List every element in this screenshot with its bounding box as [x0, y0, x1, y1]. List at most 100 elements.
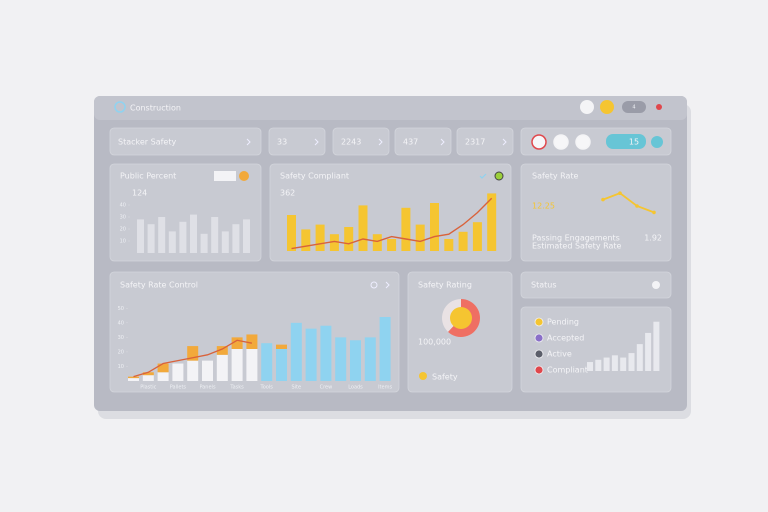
bar-top [276, 344, 287, 349]
status-label: Accepted [547, 334, 584, 343]
bar [620, 357, 627, 371]
bar [246, 349, 258, 381]
legend-dot [239, 171, 249, 181]
bar [320, 325, 332, 381]
y-tick-label: 20 [118, 349, 124, 355]
rate-point [618, 191, 622, 195]
rate-point [601, 197, 605, 202]
icon-button[interactable] [553, 134, 569, 150]
status-label: Active [547, 350, 572, 359]
status-dot [534, 365, 544, 375]
note-value: 1.92 [644, 234, 662, 243]
bar [444, 239, 454, 251]
stats-title: Stacker Safety [118, 138, 176, 147]
card[interactable] [109, 127, 262, 156]
legend-chip [214, 171, 236, 181]
card[interactable] [394, 127, 452, 156]
bar [305, 328, 317, 381]
card[interactable] [456, 127, 514, 156]
card[interactable] [332, 127, 390, 156]
card-title: Safety Rating [418, 281, 472, 290]
bar [350, 340, 361, 381]
icon-button[interactable] [531, 134, 547, 150]
card-title: Safety Rate Control [120, 281, 198, 290]
card[interactable] [268, 127, 326, 156]
note-label: Passing Engagements [532, 234, 620, 243]
bar [157, 372, 169, 381]
bar [315, 224, 325, 251]
header-bar [94, 96, 687, 120]
check [479, 173, 487, 179]
bar [595, 359, 602, 371]
bar [344, 227, 354, 251]
bar [128, 378, 139, 381]
y-tick-label: 50 [118, 306, 124, 312]
stat-value: 33 [277, 138, 287, 147]
bar-top [142, 372, 154, 376]
bar [387, 239, 397, 251]
card-title: Public Percent [120, 172, 176, 181]
icon-button[interactable] [600, 100, 614, 114]
bar [628, 353, 635, 371]
bar [372, 234, 382, 251]
status-label: Compliant [547, 366, 588, 375]
bar [261, 343, 273, 381]
bar [611, 355, 618, 371]
bar [202, 360, 213, 381]
y-tick-label: 10 [118, 364, 124, 370]
bar [603, 357, 610, 371]
icon-button[interactable] [580, 100, 594, 114]
x-tick-label: Plastic [140, 385, 156, 391]
bar [231, 349, 243, 381]
x-tick-label: Loads [348, 385, 363, 391]
rate-point [635, 204, 639, 208]
card-value: 12.25 [532, 202, 555, 211]
icon[interactable] [370, 281, 378, 289]
bar [379, 317, 391, 381]
bar [358, 205, 368, 251]
bar [287, 215, 296, 251]
bar-top [231, 337, 243, 349]
y-tick-label: 30 [120, 215, 126, 221]
status-dot [534, 317, 544, 327]
icon-button[interactable] [651, 136, 663, 148]
rate-line [602, 192, 655, 214]
bar [179, 221, 187, 253]
card-value: 100,000 [418, 338, 451, 347]
header-title: Construction [130, 104, 181, 113]
card [520, 271, 672, 299]
x-tick-label: Tools [260, 385, 274, 391]
card-title: Status [531, 281, 557, 290]
stat-value: 2317 [465, 138, 485, 147]
badge-pill[interactable] [606, 134, 646, 149]
trend-line [291, 197, 493, 250]
bar-top [216, 346, 228, 355]
stat-value: 2243 [341, 138, 361, 147]
stats-badge: 15 [629, 138, 639, 147]
bar [636, 344, 643, 371]
bar-top [157, 363, 169, 373]
bar [276, 349, 287, 381]
legend-label: Safety [432, 373, 458, 382]
icon-button[interactable] [575, 134, 591, 150]
status-dot [494, 171, 504, 181]
bar [172, 363, 184, 381]
bar [487, 193, 497, 251]
x-tick-label: Site [291, 385, 301, 391]
toggle[interactable] [622, 101, 646, 113]
card [520, 163, 672, 262]
y-tick-label: 30 [118, 335, 124, 341]
card-title: Safety Rate [532, 172, 579, 181]
bar [458, 231, 468, 251]
card-value: 362 [280, 189, 295, 198]
bar-top [187, 346, 199, 361]
bar [290, 322, 302, 381]
icon[interactable] [652, 281, 660, 289]
bar [364, 337, 376, 381]
x-tick-label: Panels [199, 385, 215, 391]
x-tick-label: Crew [320, 385, 333, 391]
chevron [440, 138, 445, 146]
notification[interactable] [656, 104, 662, 110]
chevron [378, 138, 383, 146]
logo [114, 101, 126, 113]
